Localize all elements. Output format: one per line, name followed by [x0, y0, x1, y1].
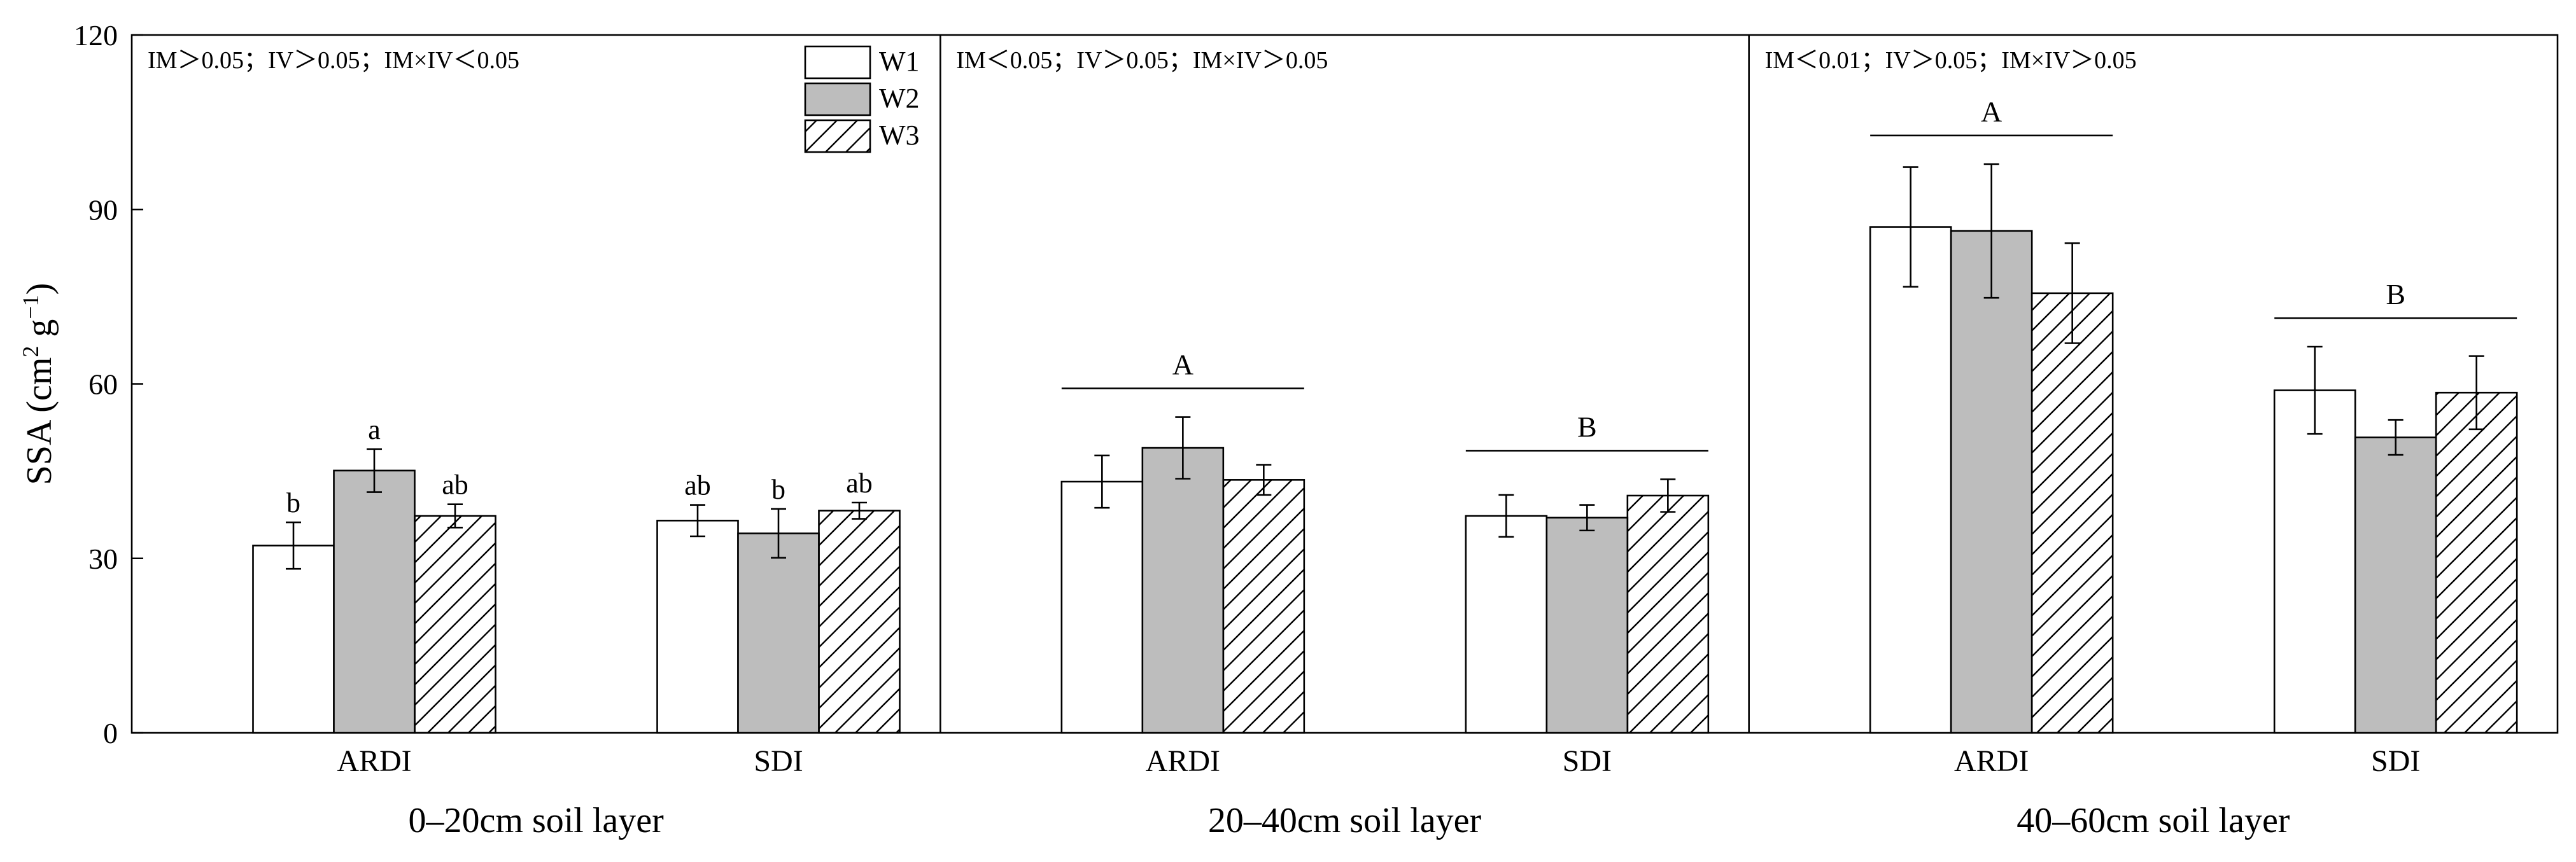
bar-w3 [1222, 479, 1306, 734]
legend-label: W2 [879, 83, 920, 114]
panel-xlabel: 20–40cm soil layer [1208, 801, 1482, 840]
panel-stats-text: IM＜0.05；IV＞0.05；IM×IV＞0.05 [956, 47, 1328, 74]
y-axis-label-part: g [20, 319, 59, 346]
group-letter: B [1577, 410, 1597, 443]
bar-w2 [1141, 447, 1225, 734]
bar-w2 [1950, 230, 2033, 734]
x-category-label: ARDI [1146, 744, 1220, 778]
x-category-label: ARDI [337, 744, 411, 778]
bar-w3 [2435, 391, 2518, 734]
group-letter: A [1172, 349, 1193, 381]
significance-label: a [368, 414, 381, 445]
bar-w1 [1060, 480, 1144, 734]
significance-label: b [286, 487, 300, 518]
bar-w3 [2031, 292, 2114, 734]
y-tick-label: 120 [74, 19, 118, 52]
panel-stats-text: IM＜0.01；IV＞0.05；IM×IV＞0.05 [1765, 47, 2137, 74]
significance-label: ab [684, 470, 711, 501]
x-category-label: SDI [1563, 744, 1612, 778]
bar-w1 [1465, 515, 1548, 734]
bar-w3 [818, 510, 901, 734]
significance-label: ab [846, 468, 873, 499]
legend-swatch-w2 [804, 82, 871, 116]
significance-label: b [771, 474, 785, 505]
bar-w1 [2273, 389, 2356, 734]
x-category-label: SDI [754, 744, 803, 778]
y-axis-label-part: −1 [18, 295, 43, 319]
significance-label: ab [442, 469, 468, 501]
bar-w2 [737, 532, 820, 734]
legend-label: W3 [879, 120, 920, 151]
panel-xlabel: 0–20cm soil layer [409, 801, 665, 840]
panel-xlabel: 40–60cm soil layer [2016, 801, 2290, 840]
legend-swatch-w1 [804, 45, 871, 80]
bar-w1 [252, 545, 335, 734]
y-axis-label-part: 2 [18, 346, 43, 358]
bar-w1 [656, 520, 739, 734]
bar-w2 [333, 469, 416, 734]
panel-stats-text: IM＞0.05；IV＞0.05；IM×IV＜0.05 [148, 47, 519, 74]
x-category-label: SDI [2371, 744, 2420, 778]
x-category-label: ARDI [1954, 744, 2029, 778]
y-tick-label: 60 [88, 368, 118, 401]
y-tick-label: 0 [103, 717, 118, 749]
legend-label: W1 [879, 46, 920, 77]
bar-w1 [1869, 226, 1952, 734]
y-tick-label: 30 [88, 543, 118, 575]
group-letter: B [2386, 278, 2405, 310]
bar-w2 [2354, 436, 2437, 734]
y-axis-label-part: ) [20, 283, 59, 295]
y-tick-label: 90 [88, 193, 118, 226]
bar-w3 [1626, 494, 1710, 734]
y-axis-label: SSA (cm2 g−1) [18, 283, 59, 485]
y-axis-label-part: SSA (cm [20, 358, 59, 485]
bar-w2 [1545, 517, 1629, 734]
bar-w3 [414, 515, 496, 734]
group-letter: A [1981, 95, 2002, 128]
legend-swatch-w3 [804, 119, 871, 153]
